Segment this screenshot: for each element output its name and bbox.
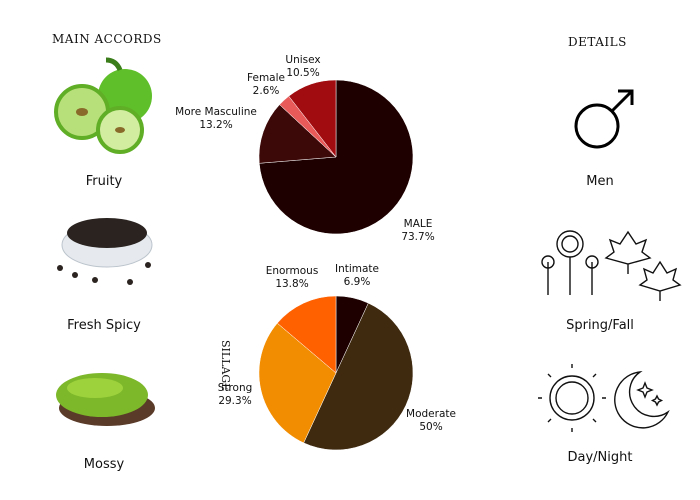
pie-slice-strong bbox=[258, 322, 337, 444]
pie-label: Strong 29.3% bbox=[218, 382, 253, 408]
main-accords-title: MAIN ACCORDS bbox=[52, 32, 162, 46]
slice-name: Moderate bbox=[406, 408, 456, 420]
gender-pie-chart bbox=[258, 79, 414, 235]
slice-name: Intimate bbox=[334, 263, 380, 275]
slice-value: 6.9% bbox=[343, 276, 371, 288]
detail-label-time: Day/Night bbox=[567, 450, 633, 465]
pie-label: Unisex 10.5% bbox=[285, 54, 320, 80]
sun-moon-icon bbox=[538, 364, 670, 432]
pie-slice-more-masculine bbox=[258, 104, 337, 164]
pie-label: Intimate 6.9% bbox=[335, 263, 379, 289]
sillage-pie-chart bbox=[258, 295, 414, 451]
pie-slice-enormous bbox=[276, 295, 337, 374]
flowers-leaves-icon bbox=[541, 230, 682, 301]
accord-label-fresh-spicy: Fresh Spicy bbox=[67, 318, 141, 333]
slice-value: 2.6% bbox=[252, 85, 280, 97]
slice-name: More Masculine bbox=[175, 106, 257, 118]
accord-label-fruity: Fruity bbox=[85, 174, 123, 189]
pie-slice-moderate bbox=[303, 302, 414, 451]
slice-value: 13.8% bbox=[275, 278, 309, 290]
details-title: DETAILS bbox=[568, 35, 627, 49]
detail-label-men: Men bbox=[586, 174, 614, 189]
green-apple-image bbox=[54, 57, 152, 154]
slice-value: 13.2% bbox=[199, 119, 233, 131]
moss-image bbox=[56, 373, 155, 426]
slice-value: 10.5% bbox=[286, 67, 320, 79]
slice-name: Enormous bbox=[265, 265, 319, 277]
slice-value: 73.7% bbox=[401, 231, 435, 243]
pie-label: Female 2.6% bbox=[247, 72, 285, 98]
pie-label: Enormous 13.8% bbox=[266, 265, 319, 291]
slice-name: Strong bbox=[217, 382, 253, 394]
pie-label: Moderate 50% bbox=[406, 408, 456, 434]
slice-name: Unisex bbox=[285, 54, 321, 66]
detail-label-season: Spring/Fall bbox=[566, 318, 634, 333]
slice-value: 50% bbox=[419, 421, 443, 433]
pie-label: More Masculine 13.2% bbox=[175, 106, 257, 132]
slice-name: Female bbox=[247, 72, 285, 84]
accord-label-mossy: Mossy bbox=[83, 457, 125, 472]
male-symbol-icon bbox=[574, 89, 634, 149]
pie-slice-unisex bbox=[288, 79, 337, 158]
peppercorn-bowl-image bbox=[57, 218, 153, 285]
slice-value: 29.3% bbox=[218, 395, 252, 407]
slice-name: MALE bbox=[403, 218, 433, 230]
pie-label: MALE 73.7% bbox=[401, 218, 434, 244]
